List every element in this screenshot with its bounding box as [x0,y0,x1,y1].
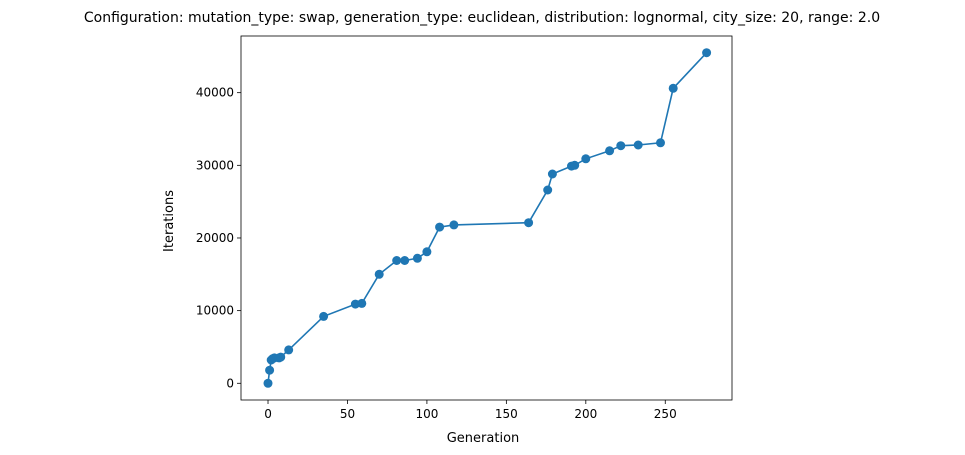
x-tick-label: 200 [574,407,597,421]
data-point [284,345,294,355]
x-tick-label: 250 [654,407,677,421]
data-point [616,141,626,151]
x-tick-label: 0 [264,407,272,421]
data-point [392,256,402,265]
y-tick-label: 40000 [196,86,234,100]
data-point [265,365,275,375]
data-point [543,185,553,195]
data-point [524,218,534,228]
data-point [605,146,615,156]
y-tick-label: 10000 [196,304,234,318]
data-point [570,160,580,170]
data-point [581,154,591,164]
data-point [656,138,665,148]
axes-frame [240,35,733,401]
y-tick-label: 0 [226,376,234,390]
data-point [357,298,367,308]
data-point [319,311,329,321]
chart-title: Configuration: mutation_type: swap, gene… [84,10,880,26]
data-point [263,378,273,388]
x-tick-label: 150 [495,407,518,421]
data-point [449,220,459,230]
data-point [374,269,384,279]
y-tick-label: 20000 [196,231,234,245]
data-point [412,253,422,263]
data-point [435,222,445,232]
data-point [633,140,643,150]
x-tick-label: 50 [340,407,355,421]
y-tick-label: 30000 [196,158,234,172]
plot-area: 0 50 100 150 200 250 0 10000 20000 30000 40000 [196,35,733,421]
x-axis-label: Generation [447,431,520,446]
x-tick-label: 100 [415,407,438,421]
y-axis-label: Iterations [162,190,177,252]
data-point [422,247,432,257]
data-point [276,352,286,362]
data-point [547,169,557,179]
data-point [400,256,410,265]
data-point [702,48,712,58]
data-point [668,83,678,93]
